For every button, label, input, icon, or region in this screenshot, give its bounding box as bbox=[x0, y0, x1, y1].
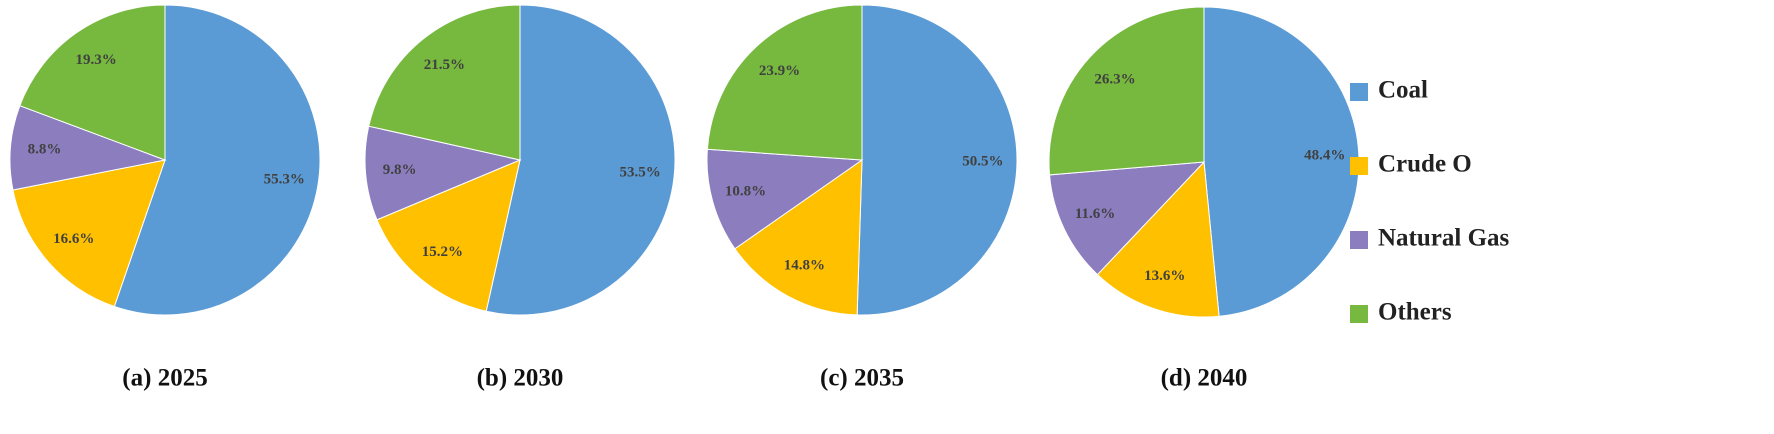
data-label: 23.9% bbox=[759, 63, 800, 79]
legend-swatch bbox=[1350, 231, 1368, 249]
data-label: 26.3% bbox=[1094, 72, 1135, 88]
legend-swatch bbox=[1350, 305, 1368, 323]
data-label: 13.6% bbox=[1144, 268, 1185, 284]
pie-slice bbox=[19, 4, 166, 161]
pie-slice bbox=[856, 4, 1018, 316]
data-label: 14.8% bbox=[784, 258, 825, 274]
data-label: 19.3% bbox=[75, 52, 116, 68]
legend-label: Coal bbox=[1378, 77, 1428, 104]
chart-caption: (a) 2025 bbox=[122, 365, 207, 392]
data-label: 15.2% bbox=[422, 244, 463, 260]
pie-slice bbox=[1096, 160, 1220, 318]
chart-caption: (b) 2030 bbox=[477, 365, 564, 392]
legend-swatch bbox=[1350, 83, 1368, 101]
pie-slice bbox=[376, 159, 521, 312]
data-label: 11.6% bbox=[1075, 206, 1115, 222]
pie-slice bbox=[485, 4, 676, 316]
legend-swatch bbox=[1350, 157, 1368, 175]
legend-label: Crude O bbox=[1378, 151, 1472, 178]
data-label: 50.5% bbox=[962, 153, 1003, 169]
chart-caption: (d) 2040 bbox=[1161, 365, 1248, 392]
legend-label: Natural Gas bbox=[1378, 225, 1510, 252]
pie-slice bbox=[706, 148, 864, 250]
pie-slice bbox=[706, 4, 863, 161]
pie-slice bbox=[1203, 6, 1360, 317]
data-label: 9.8% bbox=[383, 162, 417, 178]
data-label: 21.5% bbox=[424, 57, 465, 73]
data-label: 53.5% bbox=[620, 165, 661, 181]
data-label: 55.3% bbox=[264, 171, 305, 187]
data-label: 16.6% bbox=[53, 231, 94, 247]
pie-slice bbox=[368, 4, 521, 161]
pie-slice bbox=[1048, 161, 1206, 276]
chart-caption: (c) 2035 bbox=[820, 365, 904, 392]
pie-slice bbox=[113, 4, 321, 316]
pie-slice bbox=[364, 125, 522, 221]
pie-slice bbox=[12, 159, 166, 308]
legend-label: Others bbox=[1378, 299, 1452, 326]
data-label: 48.4% bbox=[1304, 148, 1345, 164]
data-label: 8.8% bbox=[28, 142, 62, 158]
data-label: 10.8% bbox=[725, 184, 766, 200]
pie-slice bbox=[1048, 6, 1205, 176]
pie-slice bbox=[9, 105, 167, 191]
pie-slice bbox=[734, 159, 863, 316]
